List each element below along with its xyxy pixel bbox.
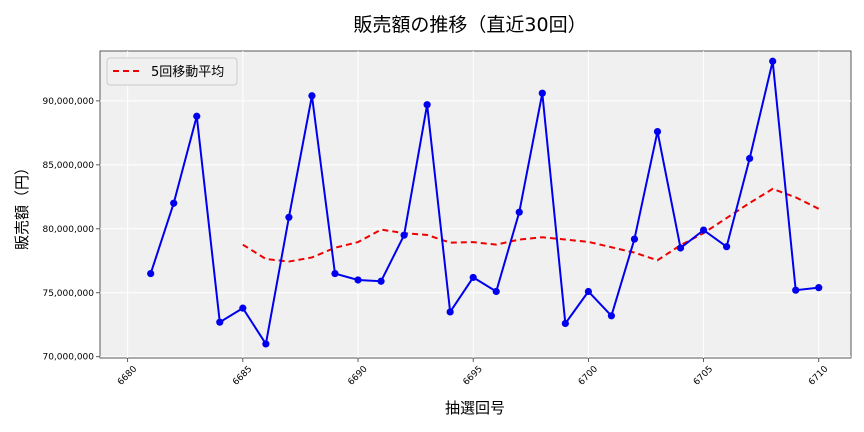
data-point: [354, 276, 362, 284]
data-point: [216, 318, 224, 326]
x-axis-label: 抽選回号: [445, 399, 505, 417]
legend: 5回移動平均: [106, 57, 238, 86]
x-tick-label: 6695: [462, 364, 485, 387]
chart-title: 販売額の推移（直近30回）: [353, 14, 586, 36]
x-tick-label: 6705: [692, 364, 715, 387]
data-point: [653, 127, 662, 136]
series-line-sales: [149, 61, 819, 347]
legend-box: [106, 57, 238, 86]
y-tick-label: 85,000,000: [42, 161, 94, 171]
x-tick-label: 6710: [807, 364, 830, 387]
data-point: [331, 269, 339, 278]
data-point: [285, 213, 293, 221]
x-tick-label: 6690: [346, 364, 369, 387]
y-tick-label: 80,000,000: [42, 225, 94, 235]
data-point: [538, 89, 546, 97]
data-point: [446, 308, 454, 316]
data-point: [561, 319, 569, 328]
data-point: [147, 269, 155, 278]
data-point: [492, 287, 500, 296]
data-point: [723, 243, 731, 251]
data-point: [630, 235, 639, 243]
data-point: [769, 57, 777, 65]
x-tick-label: 6700: [577, 364, 600, 387]
data-point: [377, 277, 385, 285]
data-point: [262, 340, 270, 348]
data-point: [584, 287, 592, 296]
data-point: [515, 208, 523, 216]
data-point: [239, 304, 247, 312]
y-axis: 70,000,000 75,000,000 80,000,000 85,000,000…: [42, 97, 100, 363]
x-axis: 6680 6685 6690 6695 6700 6705 6710: [116, 358, 831, 388]
data-point: [193, 112, 201, 120]
data-point: [469, 273, 477, 282]
data-point: [423, 101, 431, 109]
data-point: [676, 244, 685, 252]
legend-label-moving-average: 5回移動平均: [151, 65, 224, 80]
plot-area: [99, 50, 852, 359]
y-tick-label: 90,000,000: [42, 97, 94, 107]
y-tick-label: 75,000,000: [42, 289, 94, 299]
data-point: [699, 226, 708, 234]
data-point: [792, 286, 800, 294]
data-point: [400, 231, 408, 239]
y-tick-label: 70,000,000: [42, 353, 94, 363]
data-point: [170, 199, 178, 207]
data-point: [607, 312, 616, 320]
x-tick-label: 6680: [116, 364, 139, 387]
x-tick-label: 6685: [231, 364, 254, 387]
data-point: [746, 154, 754, 163]
data-point: [308, 92, 316, 100]
y-axis-label: 販売額（円）: [13, 160, 31, 250]
series-line-moving-average: [242, 187, 820, 263]
series-layer: [147, 57, 823, 348]
data-point: [815, 284, 823, 292]
